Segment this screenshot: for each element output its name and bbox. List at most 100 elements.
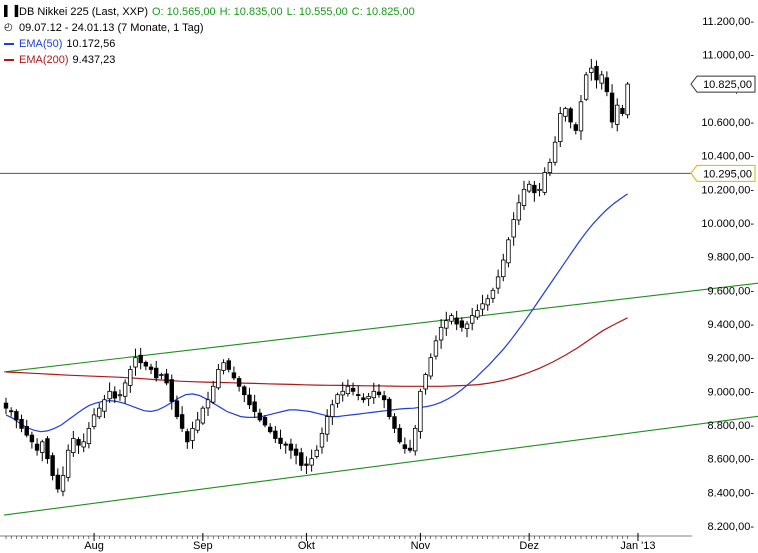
candle	[169, 374, 174, 410]
candle-body	[568, 108, 573, 123]
y-tick-label: 8.800,00-	[708, 420, 755, 432]
candle-body	[40, 441, 45, 453]
y-tick-label: 9.200,00-	[708, 353, 755, 365]
legend-title-row: ▌▐ DB Nikkei 225 (Last, XXP) O: 10.565,0…	[4, 4, 415, 20]
candle-body	[65, 449, 71, 478]
candle	[469, 307, 475, 331]
ema200-label: EMA(200)	[19, 54, 69, 66]
price-badges: 10.825,00 10.295,00	[690, 75, 756, 182]
candle-body	[345, 385, 351, 395]
candle	[24, 419, 29, 438]
candle-body	[14, 411, 19, 421]
candle-body	[475, 310, 480, 318]
candle-body	[107, 390, 112, 400]
candle-body	[366, 395, 371, 400]
candle-body	[257, 412, 263, 421]
candle-body	[60, 475, 66, 492]
candlestick-icon: ▌▐	[4, 6, 19, 17]
candle-body	[164, 373, 169, 384]
ema50-line	[5, 193, 628, 433]
candle-body	[495, 276, 501, 289]
candle	[19, 414, 24, 433]
candle	[185, 428, 190, 449]
candle-body	[293, 448, 299, 456]
candle-body	[200, 407, 206, 424]
candle-body	[252, 401, 257, 412]
candle-body	[418, 390, 423, 432]
candle-body	[236, 378, 242, 387]
x-tick-label: Aug	[84, 540, 104, 552]
ema200-swatch	[4, 59, 14, 61]
candle-body	[609, 92, 615, 123]
candle	[475, 304, 480, 320]
candle	[236, 376, 242, 392]
candle-body	[438, 326, 444, 341]
candle	[257, 408, 263, 423]
candle-body	[71, 438, 76, 453]
candle-body	[402, 444, 408, 449]
x-tick-label: Nov	[411, 540, 431, 552]
candle-body	[267, 426, 273, 433]
candle	[252, 394, 257, 419]
candle-body	[216, 369, 221, 389]
x-tick-label: Dez	[519, 540, 539, 552]
candle	[319, 427, 325, 454]
candle-body	[376, 391, 382, 396]
candle	[511, 212, 516, 246]
candle-body	[464, 323, 470, 329]
candle	[133, 348, 138, 376]
candle	[547, 158, 553, 177]
candle-body	[532, 184, 537, 194]
candle	[552, 136, 558, 166]
candle	[299, 447, 304, 471]
candle	[55, 468, 60, 493]
candle	[122, 379, 128, 404]
last-price-badge: 10.825,00	[690, 75, 756, 93]
candle	[143, 360, 149, 371]
candle	[216, 364, 221, 390]
candle-body	[387, 398, 392, 417]
candle	[361, 393, 366, 403]
candle	[117, 389, 123, 401]
candle	[433, 335, 439, 360]
candle-body	[526, 183, 532, 192]
candle-body	[501, 259, 506, 278]
candle	[262, 415, 268, 428]
candle	[615, 98, 620, 132]
candle	[304, 456, 309, 475]
period-range: 09.07.12 - 24.01.13 (7 Monate, 1 Tag)	[19, 22, 204, 34]
candle-body	[594, 66, 599, 81]
candle	[573, 122, 578, 135]
candle	[221, 359, 226, 375]
candle-body	[583, 74, 589, 100]
candle-body	[392, 416, 397, 429]
candle-body	[45, 438, 50, 460]
candle	[583, 71, 589, 101]
candle-body	[86, 427, 92, 445]
candle-body	[620, 108, 625, 114]
candle-body	[407, 447, 413, 451]
candle	[288, 438, 294, 459]
candle-body	[563, 108, 568, 117]
candle-body	[3, 402, 9, 409]
candle-body	[511, 219, 516, 238]
candle	[71, 430, 76, 457]
candle	[392, 413, 397, 434]
candle-body	[309, 458, 314, 466]
y-tick-label: 10.400,00-	[701, 151, 754, 163]
candle	[609, 84, 615, 129]
close-value: C: 10.825,00	[351, 6, 415, 18]
candle	[76, 437, 81, 454]
candle	[267, 423, 273, 434]
last-price-badge-text: 10.825,00	[703, 79, 752, 91]
candle-body	[128, 369, 133, 386]
candle	[459, 317, 465, 332]
candle-body	[24, 426, 29, 436]
candle-body	[50, 455, 55, 476]
candle	[60, 466, 66, 497]
y-tick-label: 8.600,00-	[708, 454, 755, 466]
candle	[495, 269, 501, 294]
candle	[34, 438, 40, 456]
candle	[356, 385, 361, 401]
